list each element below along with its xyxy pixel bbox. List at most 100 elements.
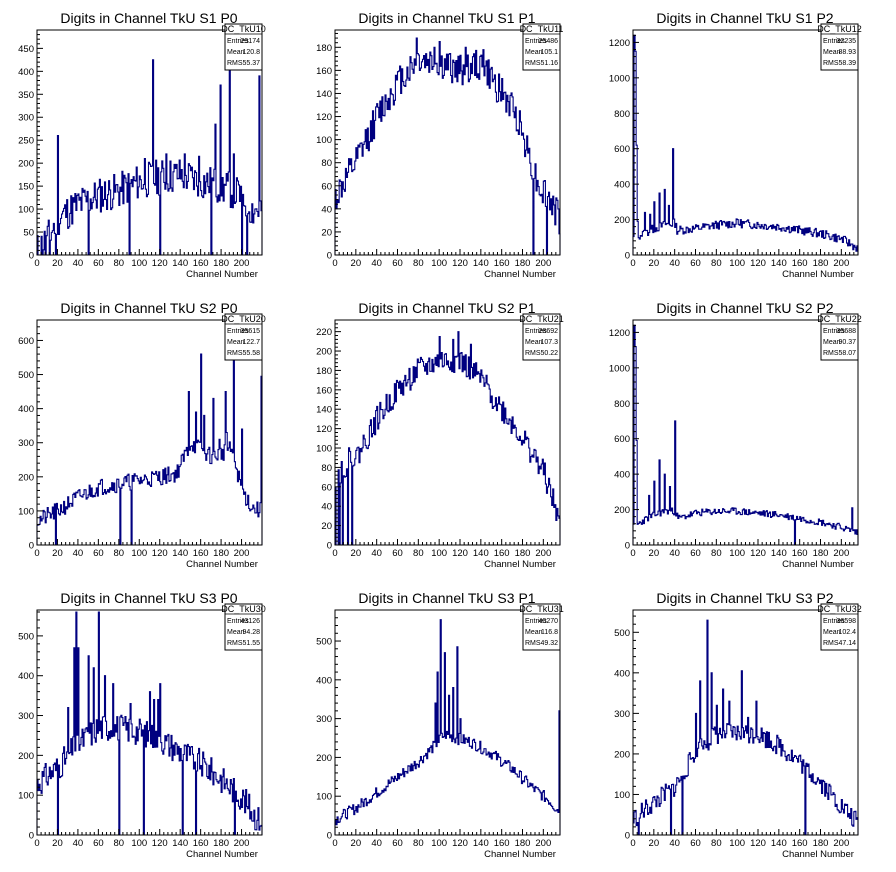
stats-mean-label: Mean (227, 49, 245, 56)
stats-entries-label: Entries (227, 328, 249, 335)
y-tick-label: 0 (29, 541, 34, 552)
x-tick-label: 180 (515, 838, 531, 849)
x-tick-label: 0 (630, 548, 635, 559)
x-tick-label: 20 (351, 548, 362, 559)
x-tick-label: 40 (371, 258, 382, 269)
stats-mean-value: 88.93 (838, 49, 856, 56)
x-tick-label: 20 (52, 258, 63, 269)
y-tick-label: 600 (614, 144, 630, 155)
stats-mean-value: 116.8 (541, 629, 558, 636)
x-tick-label: 60 (93, 258, 104, 269)
x-tick-label: 40 (371, 838, 382, 849)
histogram-svg: Digits in Channel TkU S1 P1 0 20 40 60 80 100 1… (316, 10, 563, 280)
x-tick-label: 120 (152, 548, 168, 559)
y-tick-label: 60 (321, 181, 332, 192)
stats-mean-value: 105.1 (540, 49, 558, 56)
x-tick-label: 0 (332, 258, 337, 269)
y-tick-label: 400 (614, 470, 630, 481)
x-tick-label: 160 (792, 548, 808, 559)
histogram-series (632, 619, 859, 836)
stats-histogram-name: DC_TkU21 (519, 314, 564, 324)
stats-entries-value: 36598 (837, 618, 857, 625)
x-tick-label: 100 (729, 258, 745, 269)
histogram-series (632, 34, 859, 255)
histogram-pad-8: Digits in Channel TkU S3 P1 0 20 40 60 80 100 1… (298, 580, 596, 870)
y-tick-label: 0 (625, 251, 630, 262)
stats-entries-label: Entries (823, 618, 845, 625)
histogram-series (36, 350, 263, 546)
stats-mean-value: 120.8 (242, 49, 260, 56)
x-tick-label: 140 (473, 838, 489, 849)
stats-histogram-name: DC_TkU32 (817, 604, 862, 614)
y-tick-label: 180 (316, 366, 332, 377)
histogram-svg: Digits in Channel TkU S1 P0 0 20 40 60 80 100 1… (18, 10, 266, 280)
x-tick-label: 180 (213, 258, 229, 269)
x-tick-label: 80 (711, 838, 722, 849)
stats-mean-value: 94.28 (242, 629, 260, 636)
x-tick-label: 140 (172, 548, 188, 559)
y-tick-label: 150 (18, 182, 34, 193)
stats-box (522, 313, 561, 361)
x-axis-label: Channel Number (186, 849, 258, 860)
y-tick-label: 400 (18, 67, 34, 78)
x-tick-label: 20 (351, 838, 362, 849)
x-tick-label: 200 (535, 838, 551, 849)
y-tick-label: 450 (18, 44, 34, 55)
histogram-pad-4: Digits in Channel TkU S2 P0 0 20 40 60 80 100 1… (0, 290, 298, 580)
stats-rms-value: 58.39 (838, 60, 856, 67)
x-tick-label: 40 (669, 548, 680, 559)
x-tick-label: 80 (114, 548, 125, 559)
stats-mean-label: Mean (823, 339, 841, 346)
x-axis-label: Channel Number (484, 269, 556, 280)
y-tick-label: 120 (316, 424, 332, 435)
y-tick-label: 800 (614, 109, 630, 120)
x-tick-label: 20 (649, 258, 660, 269)
histogram-pad-6: Digits in Channel TkU S2 P2 0 20 40 60 80 100 1… (596, 290, 894, 580)
x-tick-label: 200 (234, 838, 250, 849)
x-tick-label: 140 (473, 548, 489, 559)
x-axis-label: Channel Number (782, 849, 854, 860)
y-tick-label: 250 (18, 136, 34, 147)
stats-box (522, 23, 561, 71)
y-tick-label: 1000 (609, 73, 630, 84)
stats-rms-value: 51.16 (540, 60, 558, 67)
y-tick-label: 400 (614, 180, 630, 191)
stats-rms-label: RMS (227, 640, 243, 647)
stats-rms-label: RMS (525, 640, 541, 647)
x-tick-label: 140 (771, 258, 787, 269)
chart-title: Digits in Channel TkU S2 P1 (358, 300, 535, 316)
x-tick-label: 160 (193, 548, 209, 559)
stats-entries-value: 35688 (837, 328, 857, 335)
stats-rms-value: 55.37 (242, 60, 260, 67)
x-tick-label: 40 (371, 548, 382, 559)
x-tick-label: 140 (771, 548, 787, 559)
y-tick-label: 100 (18, 791, 34, 802)
y-tick-label: 300 (614, 709, 630, 720)
stats-entries-value: 29174 (241, 38, 261, 45)
y-tick-label: 160 (316, 66, 332, 77)
histogram-series (36, 59, 263, 256)
y-tick-label: 1000 (609, 363, 630, 374)
y-tick-label: 100 (18, 205, 34, 216)
x-tick-label: 80 (711, 258, 722, 269)
stats-rms-value: 55.58 (242, 350, 260, 357)
x-tick-label: 120 (750, 548, 766, 559)
x-tick-label: 80 (413, 258, 424, 269)
histogram-series (334, 619, 561, 835)
y-tick-label: 600 (614, 434, 630, 445)
histogram-svg: Digits in Channel TkU S3 P1 0 20 40 60 80 100 1… (316, 590, 564, 860)
x-tick-label: 120 (750, 838, 766, 849)
x-tick-label: 160 (494, 258, 510, 269)
histogram-svg: Digits in Channel TkU S3 P2 0 20 40 60 80 100 1… (614, 590, 862, 860)
y-tick-label: 300 (316, 714, 332, 725)
y-tick-label: 500 (18, 631, 34, 642)
stats-entries-value: 40270 (539, 618, 559, 625)
x-tick-label: 0 (34, 258, 39, 269)
y-tick-label: 200 (614, 749, 630, 760)
stats-rms-value: 47.14 (838, 640, 856, 647)
x-axis-label: Channel Number (484, 559, 556, 570)
y-tick-label: 120 (316, 112, 332, 123)
x-tick-label: 100 (431, 258, 447, 269)
stats-rms-value: 51.55 (242, 640, 260, 647)
x-tick-label: 60 (690, 258, 701, 269)
